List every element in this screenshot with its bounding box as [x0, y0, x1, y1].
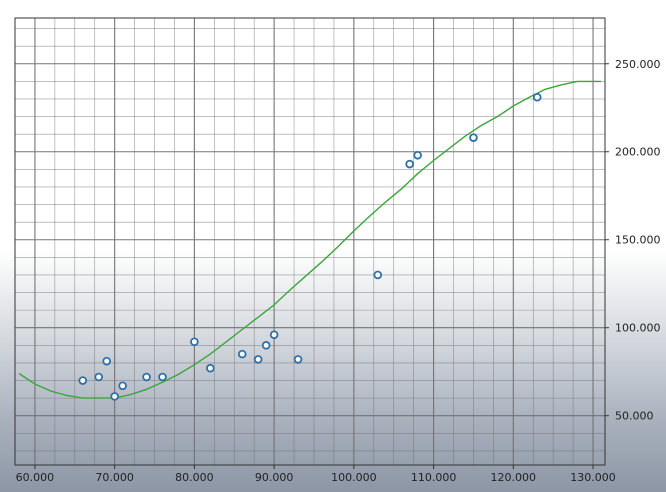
y-tick-label: 150.000 [615, 234, 661, 247]
x-tick-label: 70.000 [95, 471, 134, 484]
data-point [118, 381, 127, 391]
data-point [405, 159, 414, 169]
data-point [413, 150, 422, 160]
x-tick-label: 130.000 [570, 471, 616, 484]
plot-border [14, 17, 606, 466]
y-tick-label: 200.000 [615, 146, 661, 159]
x-tick-label: 120.000 [491, 471, 537, 484]
data-point [373, 270, 383, 280]
data-point [110, 392, 119, 401]
x-axis: 60.000 70.000 80.000 90.000 100.000 110.000 12… [16, 465, 616, 484]
minor-grid [14, 18, 605, 465]
data-point [261, 341, 271, 350]
data-point [237, 349, 247, 359]
data-point [293, 355, 303, 364]
y-tick-label: 250.000 [615, 58, 661, 71]
data-point [206, 363, 215, 373]
x-tick-label: 80.000 [175, 471, 214, 484]
data-point [78, 376, 88, 385]
data-point [269, 330, 279, 340]
major-grid [15, 18, 605, 465]
x-tick-label: 60.000 [16, 471, 55, 484]
y-tick-label: 100.000 [615, 322, 661, 335]
data-point [532, 92, 542, 102]
x-tick-label: 90.000 [255, 471, 294, 484]
data-points [78, 92, 542, 401]
y-tick-label: 50.000 [615, 410, 654, 423]
y-axis: 50.000 100.000 150.000 200.000 250.000 [605, 58, 661, 423]
data-point [158, 372, 167, 382]
data-point [469, 133, 478, 142]
data-point [190, 337, 199, 347]
data-point [253, 355, 263, 364]
data-point [102, 356, 111, 366]
x-tick-label: 100.000 [331, 471, 377, 484]
data-point [94, 372, 104, 382]
x-tick-label: 110.000 [411, 471, 457, 484]
data-point [142, 372, 151, 382]
